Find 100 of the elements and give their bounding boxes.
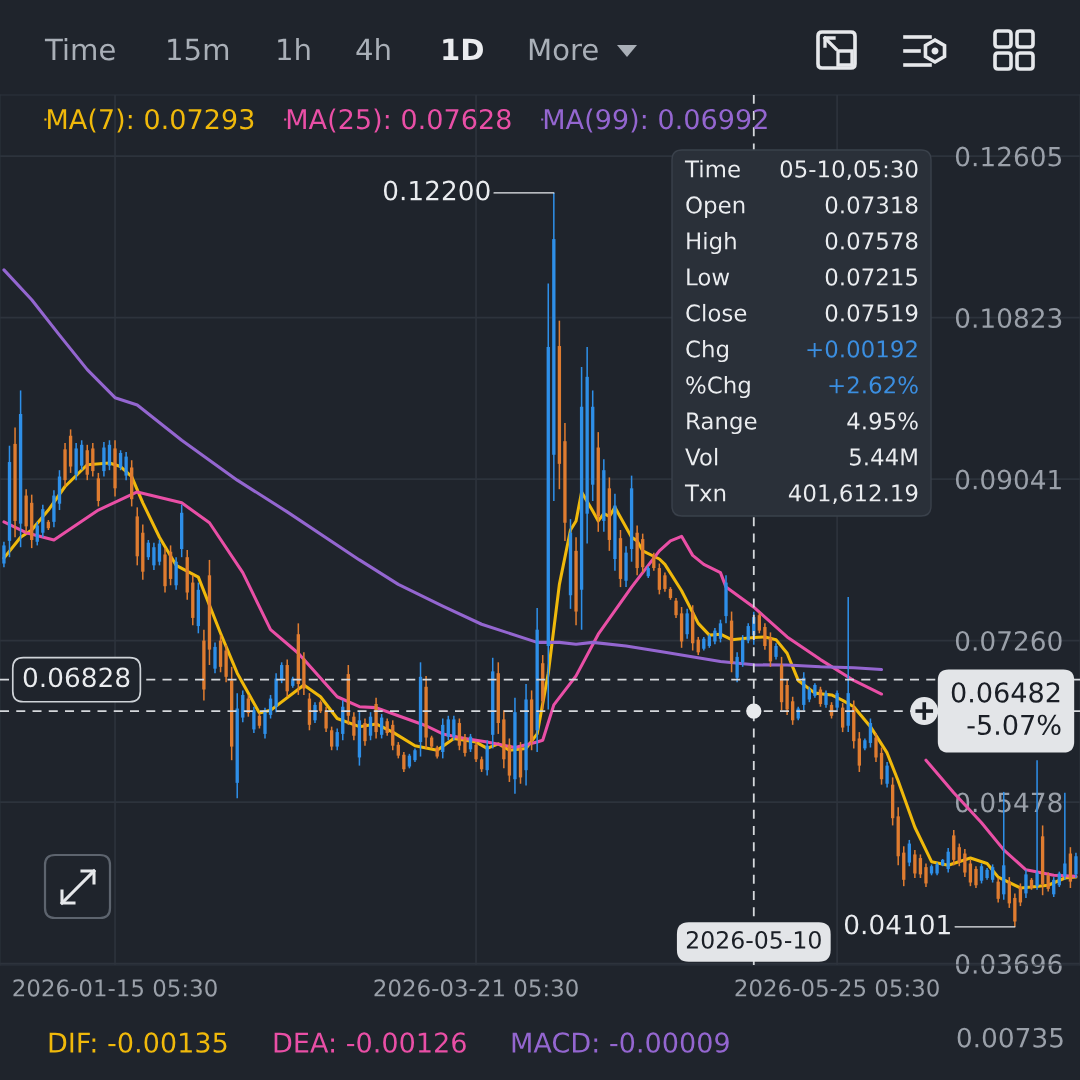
candlestick	[924, 862, 928, 888]
candlestick	[335, 727, 339, 751]
candlestick	[80, 439, 84, 471]
text: 1D	[443, 38, 483, 61]
text: Time	[44, 37, 115, 61]
candlestick	[457, 717, 462, 751]
annotation: Time	[684, 159, 740, 178]
candlestick	[102, 441, 106, 478]
candlestick	[963, 848, 967, 878]
candlestick	[363, 717, 367, 747]
candlestick	[96, 472, 101, 508]
x-tick-label: 2026-05-25 05:30	[735, 979, 939, 997]
annotation: Txn	[684, 484, 726, 502]
text: 0.00735	[957, 1027, 1063, 1048]
annotation: High	[687, 231, 736, 255]
candlestick	[718, 618, 723, 644]
candlestick	[174, 556, 178, 591]
ref-line-label: 2026-05-10	[686, 930, 821, 949]
legend-label: MA(99): 0.06992	[544, 108, 767, 133]
candlestick	[2, 541, 6, 568]
candlestick	[124, 451, 128, 481]
candlestick	[868, 717, 873, 749]
annotation: 0.12200	[383, 180, 490, 201]
candlestick	[674, 597, 678, 619]
y-tick-label: 0.09041	[955, 469, 1061, 490]
candlestick	[735, 651, 739, 684]
y-tick-label: 0.03696	[955, 953, 1062, 974]
annotation: +0.00192	[807, 340, 917, 358]
annotation: Vol	[685, 447, 718, 466]
candlestick	[791, 695, 795, 726]
annotation: 0.07519	[825, 304, 918, 322]
candlestick	[41, 503, 45, 539]
candlestick	[252, 705, 256, 734]
annotation: 0.04101	[844, 914, 950, 935]
candlestick	[446, 715, 450, 742]
ref-line-label: 0.06828	[23, 667, 130, 688]
candlestick	[974, 865, 978, 889]
annotation: Low	[687, 268, 730, 286]
candlestick	[685, 608, 689, 640]
candlestick	[241, 689, 245, 723]
candlestick	[968, 859, 973, 887]
candlestick	[652, 551, 656, 572]
candlestick	[1013, 892, 1017, 928]
candlestick	[1046, 871, 1050, 893]
text: More	[529, 38, 598, 61]
text: DEA: -0.00126	[274, 1032, 466, 1053]
candlestick	[1024, 869, 1028, 899]
annotation: 0.07215	[825, 268, 917, 286]
candlestick	[213, 641, 217, 674]
text: 15m	[168, 38, 229, 61]
candlestick	[474, 741, 478, 763]
candlestick	[757, 611, 762, 635]
candlestick	[885, 761, 889, 789]
candlestick	[874, 732, 878, 763]
candlestick	[835, 689, 839, 712]
candlestick	[452, 715, 456, 742]
candlestick	[1063, 792, 1067, 881]
x-tick-label: 2026-01-15 05:30	[13, 979, 217, 997]
annotation: 4.95%	[847, 412, 918, 430]
annotation: %Chg	[686, 375, 750, 399]
candlestick	[391, 719, 395, 751]
annotation: 0.07318	[825, 196, 918, 214]
annotation: 5.44M	[849, 448, 917, 466]
text: DIF: -0.00135	[49, 1032, 227, 1053]
y-tick-label: 0.07260	[955, 631, 1062, 651]
candlestick	[913, 849, 917, 879]
text: 1h	[278, 37, 310, 61]
candlestick	[663, 571, 667, 593]
candlestick	[763, 622, 767, 651]
annotation: 05-10,05:30	[780, 160, 918, 180]
candlestick	[746, 622, 750, 645]
candlestick	[263, 706, 267, 740]
annotation: +2.62%	[829, 376, 918, 394]
candlestick	[990, 863, 995, 884]
x-tick-label: 2026-03-21 05:30	[374, 979, 578, 997]
y-tick-label: 0.10823	[955, 308, 1062, 329]
annotation: 0.07578	[825, 232, 918, 250]
candlestick	[657, 562, 662, 596]
y-tick-label: 0.12605	[955, 146, 1062, 167]
text: 4h	[356, 37, 390, 61]
legend-label: MA(7): 0.07293	[48, 108, 254, 133]
annotation: Open	[686, 196, 745, 219]
candlestick	[152, 541, 156, 571]
candlestick	[1074, 851, 1078, 879]
annotation: Range	[687, 412, 757, 435]
candlestick	[463, 733, 467, 758]
annotation: Chg	[686, 339, 728, 363]
candlestick	[352, 711, 356, 742]
annotation: 401,612.19	[788, 484, 918, 504]
annotation: Close	[686, 303, 747, 322]
legend-label: MA(25): 0.07628	[287, 108, 511, 133]
candlestick	[107, 439, 112, 471]
candlestick	[329, 725, 334, 751]
candlestick	[35, 521, 39, 547]
candlestick	[907, 839, 911, 867]
candlestick	[841, 702, 845, 733]
candlestick	[157, 539, 162, 567]
ref-line-label: 0.06482 -5.07%	[951, 682, 1061, 736]
candlestick	[368, 711, 373, 742]
text: MACD: -0.00009	[512, 1032, 729, 1053]
